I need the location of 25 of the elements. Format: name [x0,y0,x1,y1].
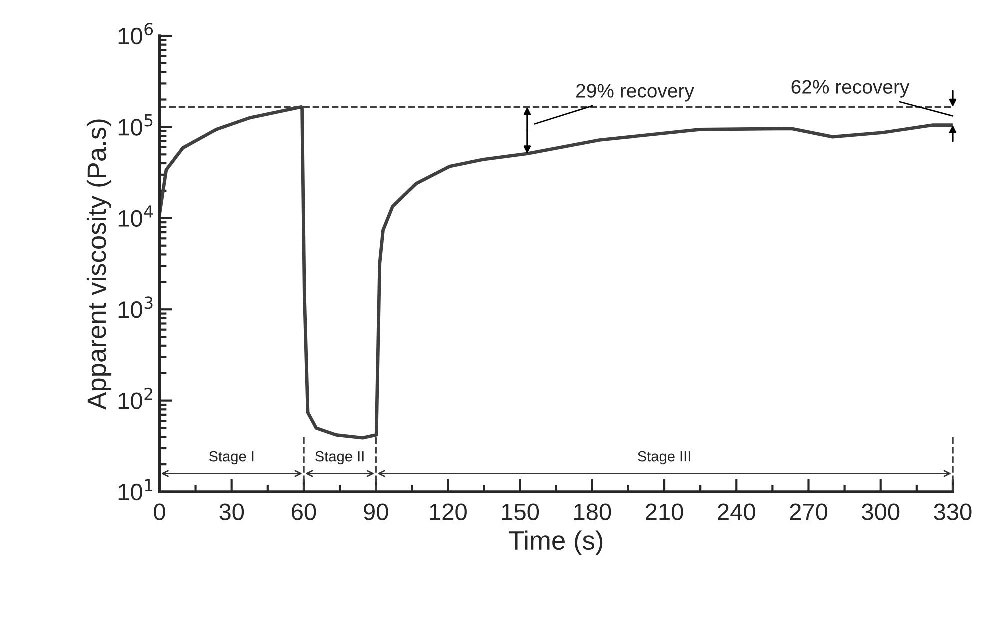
annotation: Stage II [316,451,364,465]
x-axis-title: Time (s) [509,530,603,556]
annotation: Stage III [638,451,690,465]
x-tick-label: 210 [646,504,684,520]
y-axis-title: Apparent viscosity (Pa.s) [86,120,112,410]
x-tick-label: 60 [292,504,316,520]
x-tick-label: 0 [154,504,166,520]
y-tick-label: 10$^{6}$ [118,23,154,45]
x-tick-label: 330 [934,504,972,520]
x-tick-label: 240 [718,504,756,520]
x-tick-label: 180 [574,504,612,520]
y-tick-label: 10$^{3}$ [118,296,153,318]
y-tick-label: 10$^{5}$ [118,114,153,136]
x-tick-label: 270 [790,504,828,520]
y-tick-label: 10$^{2}$ [118,388,152,410]
x-tick-label: 120 [430,504,467,520]
y-tick-label: 10$^{1}$ [118,479,153,501]
x-tick-label: 300 [862,504,900,520]
x-tick-label: 150 [502,504,540,520]
x-tick-label: 30 [220,504,244,520]
annotation: 29% recovery [576,84,694,102]
annotation: Stage I [209,451,254,465]
y-tick-label: 10$^{4}$ [118,206,154,228]
x-tick-label: 90 [364,504,388,520]
annotation: 62% recovery [792,80,910,98]
